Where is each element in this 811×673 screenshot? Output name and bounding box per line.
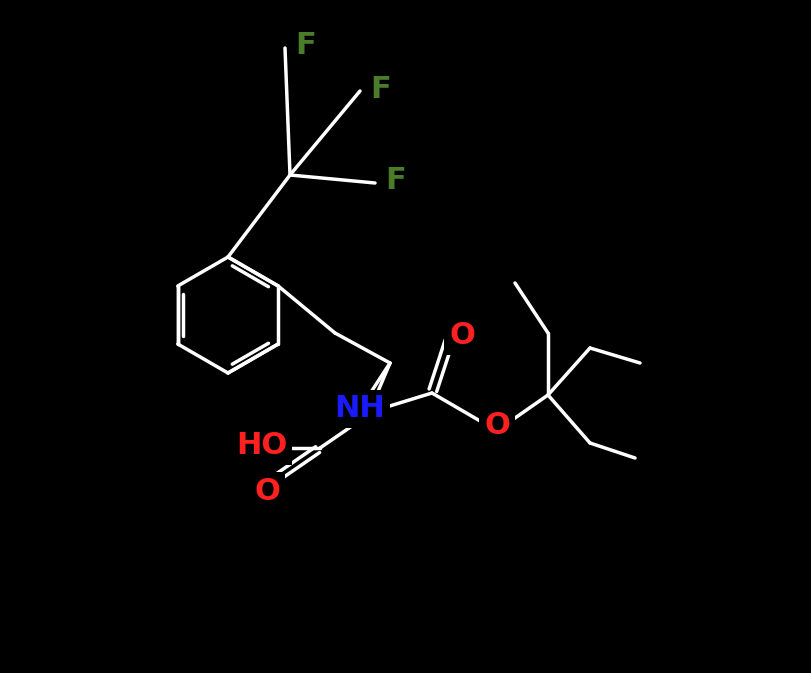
Text: O: O xyxy=(254,476,280,505)
Text: O: O xyxy=(483,411,509,439)
Text: O: O xyxy=(448,322,474,351)
Text: F: F xyxy=(294,32,315,61)
Text: HO: HO xyxy=(236,431,287,460)
Text: F: F xyxy=(384,166,406,195)
Text: F: F xyxy=(370,75,390,104)
Text: NH: NH xyxy=(334,394,385,423)
